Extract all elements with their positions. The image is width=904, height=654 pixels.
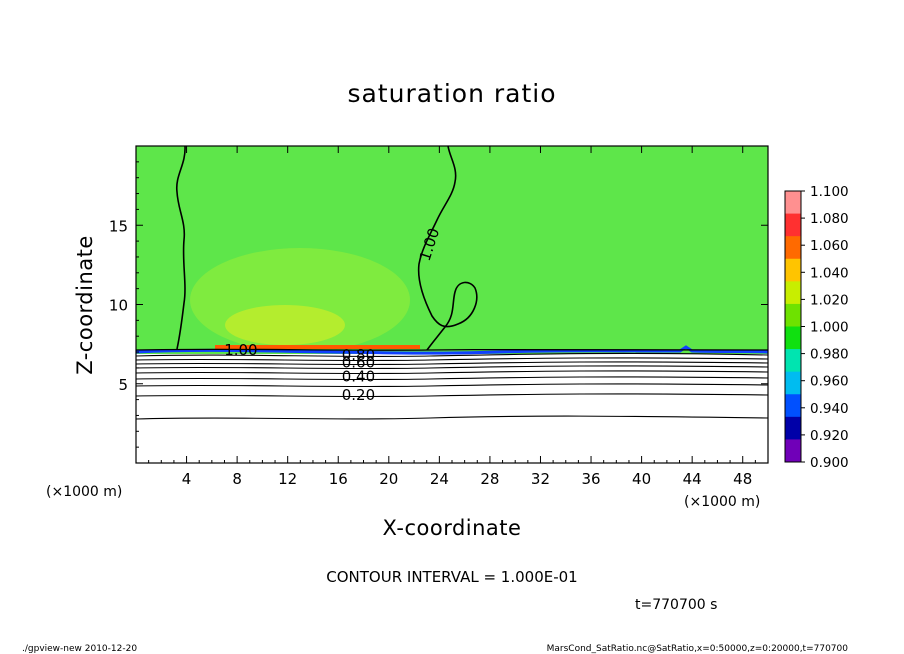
colorbar-swatch bbox=[785, 258, 801, 282]
colorbar-swatch bbox=[785, 416, 801, 440]
x-unit-right: (×1000 m) bbox=[684, 494, 760, 510]
colorbar: 1.100 1.080 1.060 1.040 1.020 1.000 0.980 0.960… bbox=[784, 184, 849, 471]
contour-labels: 1.001.000.800.600.400.20 bbox=[224, 226, 443, 404]
colorbar-label: 1.020 bbox=[810, 292, 849, 308]
x-tick-label: 24 bbox=[430, 470, 449, 488]
x-unit-left: (×1000 m) bbox=[46, 484, 122, 500]
colorbar-swatch bbox=[785, 213, 801, 237]
plot-area: 1.001.000.800.600.400.20 bbox=[135, 145, 769, 464]
colorbar-swatch bbox=[785, 349, 801, 373]
colorbar-label: 0.980 bbox=[810, 347, 849, 363]
contour-0.20 bbox=[136, 393, 768, 398]
contour-0.40 bbox=[136, 376, 768, 381]
contour-1.00-lower bbox=[136, 348, 768, 351]
time-stamp: t=770700 s bbox=[635, 597, 717, 613]
x-tick-label: 44 bbox=[683, 470, 702, 488]
x-axis-ticks: 4 8 12 16 20 24 28 32 36 40 44 48 bbox=[148, 146, 756, 488]
subsaturated-region bbox=[136, 354, 768, 463]
colorbar-label: 1.040 bbox=[810, 265, 849, 281]
saturation-interface bbox=[136, 345, 768, 355]
contour-label: 0.80 bbox=[342, 346, 375, 364]
colorbar-label: 0.960 bbox=[810, 374, 849, 390]
colorbar-swatch bbox=[785, 394, 801, 418]
contour-0.60 bbox=[136, 365, 768, 370]
colorbar-swatch bbox=[785, 303, 801, 327]
supersaturation-strip bbox=[215, 345, 420, 349]
chart-title: saturation ratio bbox=[347, 79, 556, 108]
contour-label: 1.00 bbox=[224, 341, 257, 359]
contour-0.30 bbox=[136, 383, 768, 388]
contour-lines bbox=[136, 146, 768, 420]
x-tick-label: 48 bbox=[733, 470, 752, 488]
contour-0.80 bbox=[136, 357, 768, 362]
colorbar-swatch bbox=[785, 236, 801, 260]
contour-label: 0.20 bbox=[342, 386, 375, 404]
contour-0.90 bbox=[136, 352, 768, 358]
colorbar-swatch bbox=[785, 371, 801, 395]
x-axis-label: X-coordinate bbox=[383, 516, 522, 540]
contour-1.00-upper bbox=[176, 146, 478, 351]
colorbar-label: 1.000 bbox=[810, 320, 849, 336]
colorbar-swatch bbox=[785, 191, 801, 214]
contour-label: 0.60 bbox=[342, 353, 375, 371]
colorbar-label: 1.080 bbox=[810, 211, 849, 227]
colorbar-swatch bbox=[785, 439, 801, 463]
contour-label: 0.40 bbox=[342, 368, 375, 386]
z-tick-label: 15 bbox=[109, 217, 128, 235]
colorbar-swatch bbox=[785, 326, 801, 350]
supersaturated-patch bbox=[225, 305, 345, 345]
footer-right: MarsCond_SatRatio.nc@SatRatio,x=0:50000,… bbox=[547, 644, 849, 654]
colorbar-label: 1.060 bbox=[810, 238, 849, 254]
x-tick-label: 8 bbox=[232, 470, 242, 488]
x-tick-label: 28 bbox=[480, 470, 499, 488]
contour-0.70 bbox=[136, 361, 768, 366]
x-tick-label: 16 bbox=[329, 470, 348, 488]
x-tick-label: 12 bbox=[278, 470, 297, 488]
z-tick-label: 5 bbox=[118, 376, 128, 394]
colorbar-label: 0.920 bbox=[810, 428, 849, 444]
z-axis-ticks: 5 10 15 bbox=[109, 161, 768, 448]
colorbar-label: 1.100 bbox=[810, 184, 849, 200]
colorbar-label: 0.900 bbox=[810, 455, 849, 471]
contour-interval: CONTOUR INTERVAL = 1.000E-01 bbox=[326, 568, 577, 586]
contour-0.50 bbox=[136, 370, 768, 375]
x-tick-label: 4 bbox=[182, 470, 192, 488]
colorbar-label: 0.940 bbox=[810, 401, 849, 417]
x-tick-label: 20 bbox=[379, 470, 398, 488]
x-tick-label: 36 bbox=[581, 470, 600, 488]
footer-left: ./gpview-new 2010-12-20 bbox=[22, 644, 137, 654]
z-tick-label: 10 bbox=[109, 297, 128, 315]
contour-0.10 bbox=[136, 415, 768, 420]
x-tick-label: 40 bbox=[632, 470, 651, 488]
colorbar-swatch bbox=[785, 281, 801, 305]
y-axis-label: Z-coordinate bbox=[73, 235, 97, 375]
x-tick-label: 32 bbox=[531, 470, 550, 488]
